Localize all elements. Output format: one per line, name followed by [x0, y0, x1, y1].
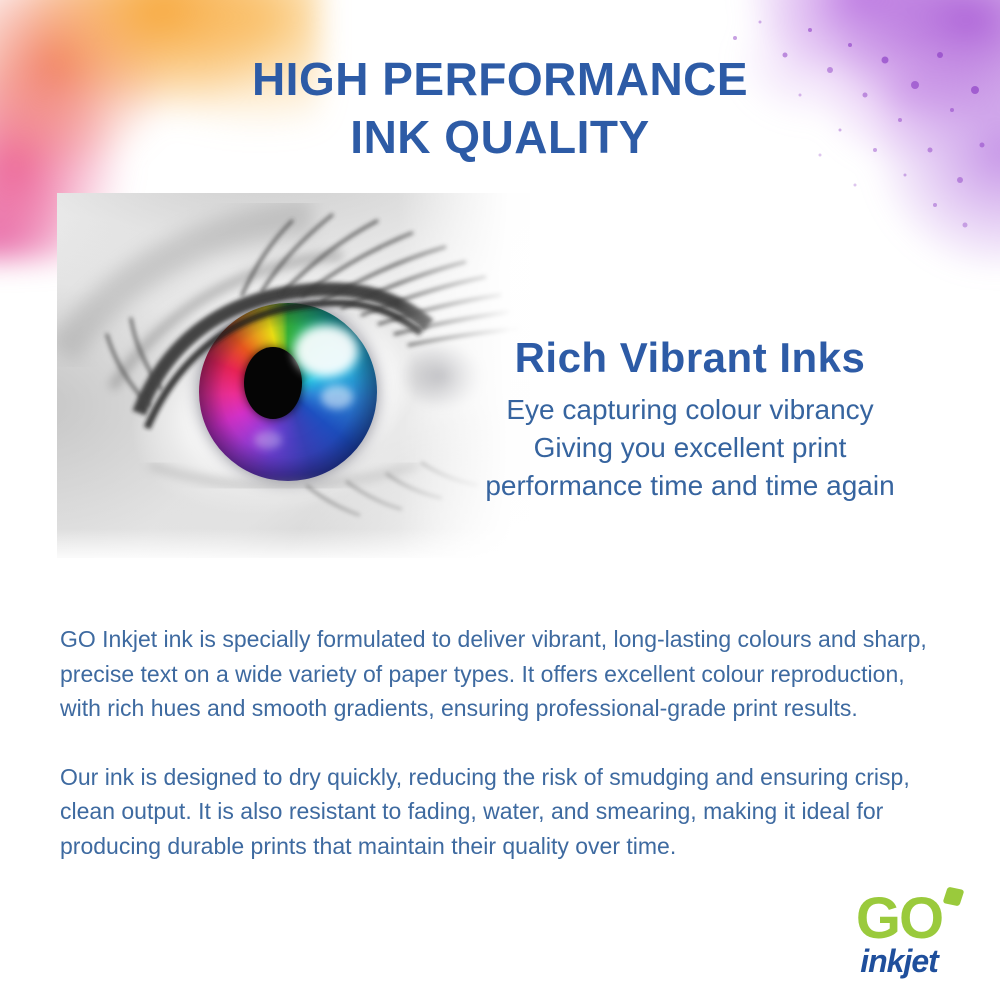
hero-subtitle-line-2: Giving you excellent print — [533, 432, 847, 463]
page-title-line-2: INK QUALITY — [350, 111, 650, 163]
powder-speckles-decoration — [733, 20, 985, 228]
body-paragraph-1: GO Inkjet ink is specially formulated to… — [60, 626, 927, 721]
hero-subtitle: Eye capturing colour vibrancy Giving you… — [429, 391, 951, 505]
hero-subtitle-line-1: Eye capturing colour vibrancy — [506, 394, 874, 425]
body-paragraph-2: Our ink is designed to dry quickly, redu… — [60, 763, 910, 859]
page-title: HIGH PERFORMANCE INK QUALITY — [0, 50, 1000, 166]
hero-subtitle-line-3: performance time and time again — [485, 470, 895, 501]
page-title-line-1: HIGH PERFORMANCE — [251, 53, 749, 105]
powder-splash-top-right-decoration — [690, 0, 1000, 270]
hero-text-block: Rich Vibrant Inks Eye capturing colour v… — [429, 333, 951, 505]
body-copy: GO Inkjet ink is specially formulated to… — [60, 622, 942, 897]
hero-heading: Rich Vibrant Inks — [514, 334, 866, 381]
logo-go-text: GO — [855, 886, 944, 951]
logo-dot-icon — [942, 886, 965, 907]
go-inkjet-logo: GO inkjet — [814, 886, 984, 979]
logo-inkjet-text: inkjet — [860, 943, 939, 979]
